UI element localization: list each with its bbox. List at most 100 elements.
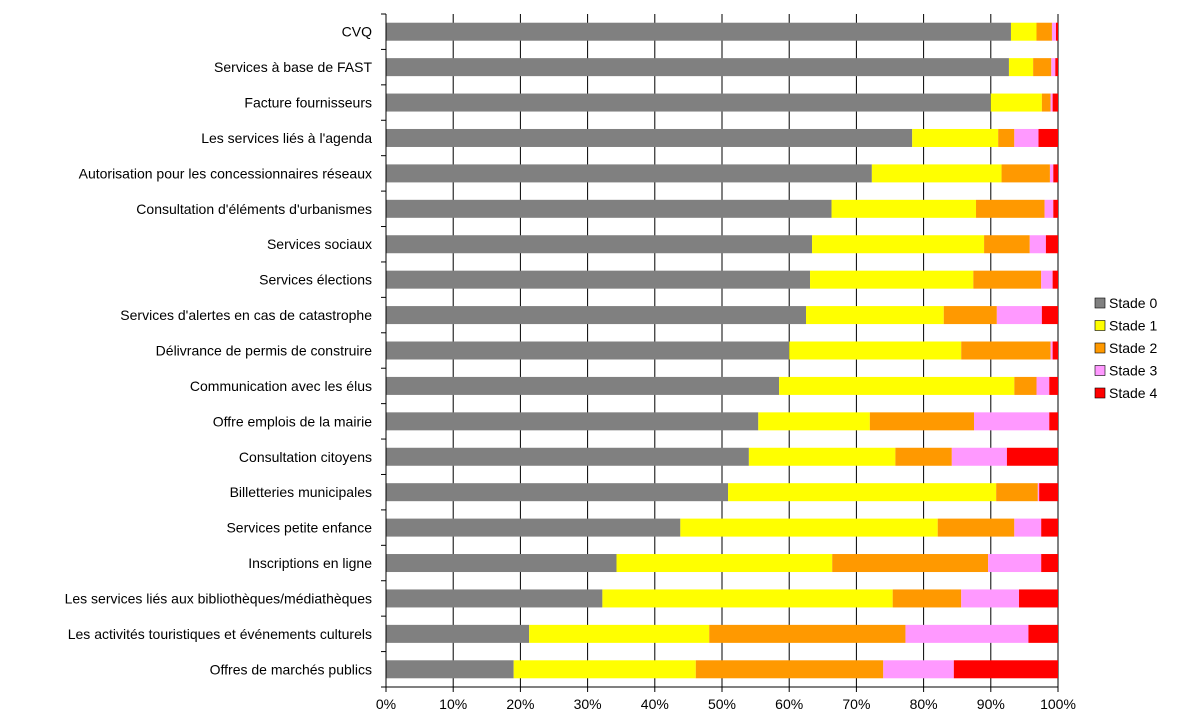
bar-segment-stade-2 [895,448,951,466]
legend: Stade 0 Stade 1 Stade 2 Stade 3 Stade 4 [1095,295,1157,401]
x-tick-label: 50% [708,696,736,712]
bar-segment-stade-3 [988,554,1041,572]
bar-segment-stade-1 [779,377,1014,395]
bar-segment-stade-3 [974,412,1049,430]
bar-segment-stade-0 [386,519,680,537]
bar-segment-stade-4 [1019,589,1058,607]
bar-segment-stade-3 [883,660,954,678]
legend-label: Stade 4 [1109,385,1157,401]
bar-segment-stade-4 [1039,129,1058,147]
x-tick-label: 0% [376,696,396,712]
category-label: Offre emplois de la mairie [213,413,372,429]
bar-segment-stade-3 [1051,58,1055,76]
category-label: CVQ [342,24,372,40]
bar-segment-stade-1 [728,483,996,501]
x-tick-label: 70% [842,696,870,712]
bar-segment-stade-3 [1052,23,1056,41]
bar-segment-stade-1 [812,235,984,253]
bar-segment-stade-2 [832,554,988,572]
category-label: Billetteries municipales [230,484,372,500]
bar-segment-stade-3 [961,589,1019,607]
bar-segment-stade-0 [386,129,912,147]
bar-segment-stade-1 [602,589,892,607]
category-label: Offres de marchés publics [210,661,372,677]
category-label: Services d'alertes en cas de catastrophe [120,307,372,323]
x-tick-label: 20% [506,696,534,712]
category-label: Communication avec les élus [190,378,372,394]
bar-segment-stade-2 [1033,58,1051,76]
bar-segment-stade-0 [386,235,812,253]
bar-segment-stade-4 [1041,519,1058,537]
x-tick-label: 30% [574,696,602,712]
bar-segment-stade-1 [806,306,944,324]
bar-segment-stade-3 [1038,483,1039,501]
x-tick-label: 100% [1040,696,1076,712]
bar-segment-stade-2 [1002,164,1050,182]
bar-segment-stade-4 [1046,235,1058,253]
legend-label: Stade 1 [1109,318,1157,334]
bar-segment-stade-1 [912,129,998,147]
x-tick-label: 60% [775,696,803,712]
x-tick-label: 40% [641,696,669,712]
legend-swatch [1095,321,1105,331]
bar-segment-stade-3 [1050,164,1053,182]
category-label: Les activités touristiques et événements… [68,626,372,642]
bar-segment-stade-4 [1028,625,1058,643]
x-tick-labels: 0% 10% 20% 30% 40% 50% 60% 70% 80% 90% 100% [376,696,1076,712]
bar-segment-stade-0 [386,377,779,395]
category-label: Facture fournisseurs [244,95,372,111]
legend-swatch [1095,298,1105,308]
bar-segment-stade-4 [1053,271,1058,289]
bar-segment-stade-1 [1009,58,1033,76]
bar-segment-stade-4 [1056,23,1058,41]
legend-swatch [1095,343,1105,353]
bar-segment-stade-4 [1053,94,1058,112]
category-label: Délivrance de permis de construire [156,343,373,359]
bar-segment-stade-2 [944,306,997,324]
category-label: Inscriptions en ligne [248,555,372,571]
bar-segment-stade-0 [386,342,789,360]
bar-segment-stade-2 [696,660,883,678]
category-label: Consultation d'éléments d'urbanismes [136,201,372,217]
bar-segment-stade-2 [984,235,1030,253]
bar-segment-stade-4 [1042,306,1058,324]
category-label: Les services liés à l'agenda [201,130,372,146]
bar-segment-stade-3 [1051,342,1053,360]
bar-segment-stade-2 [1042,94,1051,112]
bar-segment-stade-1 [680,519,937,537]
legend-label: Stade 0 [1109,295,1157,311]
bar-segment-stade-2 [1036,23,1051,41]
bar-segment-stade-4 [1053,342,1058,360]
category-label: Services sociaux [267,236,372,252]
bar-segment-stade-2 [998,129,1014,147]
x-tick-label: 80% [910,696,938,712]
bar-segment-stade-3 [1045,200,1054,218]
bar-segment-stade-0 [386,412,758,430]
bar-segment-stade-2 [961,342,1050,360]
bar-segment-stade-1 [872,164,1002,182]
bar-segment-stade-1 [529,625,709,643]
bar-segment-stade-2 [996,483,1038,501]
bar-segment-stade-1 [616,554,832,572]
category-label: Services petite enfance [226,520,372,536]
category-label: Les services liés aux bibliothèques/médi… [65,590,372,606]
bar-segment-stade-2 [870,412,974,430]
category-label: Services à base de FAST [214,59,372,75]
bar-segment-stade-1 [789,342,961,360]
legend-swatch [1095,366,1105,376]
category-labels: CVQ Services à base de FAST Facture fourni… [65,24,373,678]
bar-segment-stade-4 [1007,448,1058,466]
bar-segment-stade-1 [514,660,696,678]
bar-segment-stade-2 [1014,377,1036,395]
bar-segment-stade-0 [386,23,1011,41]
bar-segment-stade-3 [1036,377,1049,395]
legend-swatch [1095,388,1105,398]
bar-segment-stade-3 [952,448,1007,466]
bar-segment-stade-0 [386,589,602,607]
bar-segment-stade-4 [1049,377,1058,395]
category-label: Autorisation pour les concessionnaires r… [79,165,372,181]
bar-segment-stade-3 [1041,271,1052,289]
bar-segment-stade-0 [386,200,832,218]
bar-segment-stade-0 [386,625,529,643]
